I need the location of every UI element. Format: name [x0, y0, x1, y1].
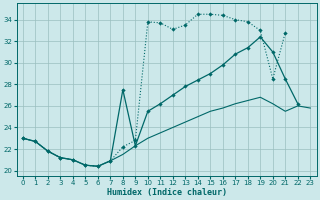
X-axis label: Humidex (Indice chaleur): Humidex (Indice chaleur) — [107, 188, 227, 197]
